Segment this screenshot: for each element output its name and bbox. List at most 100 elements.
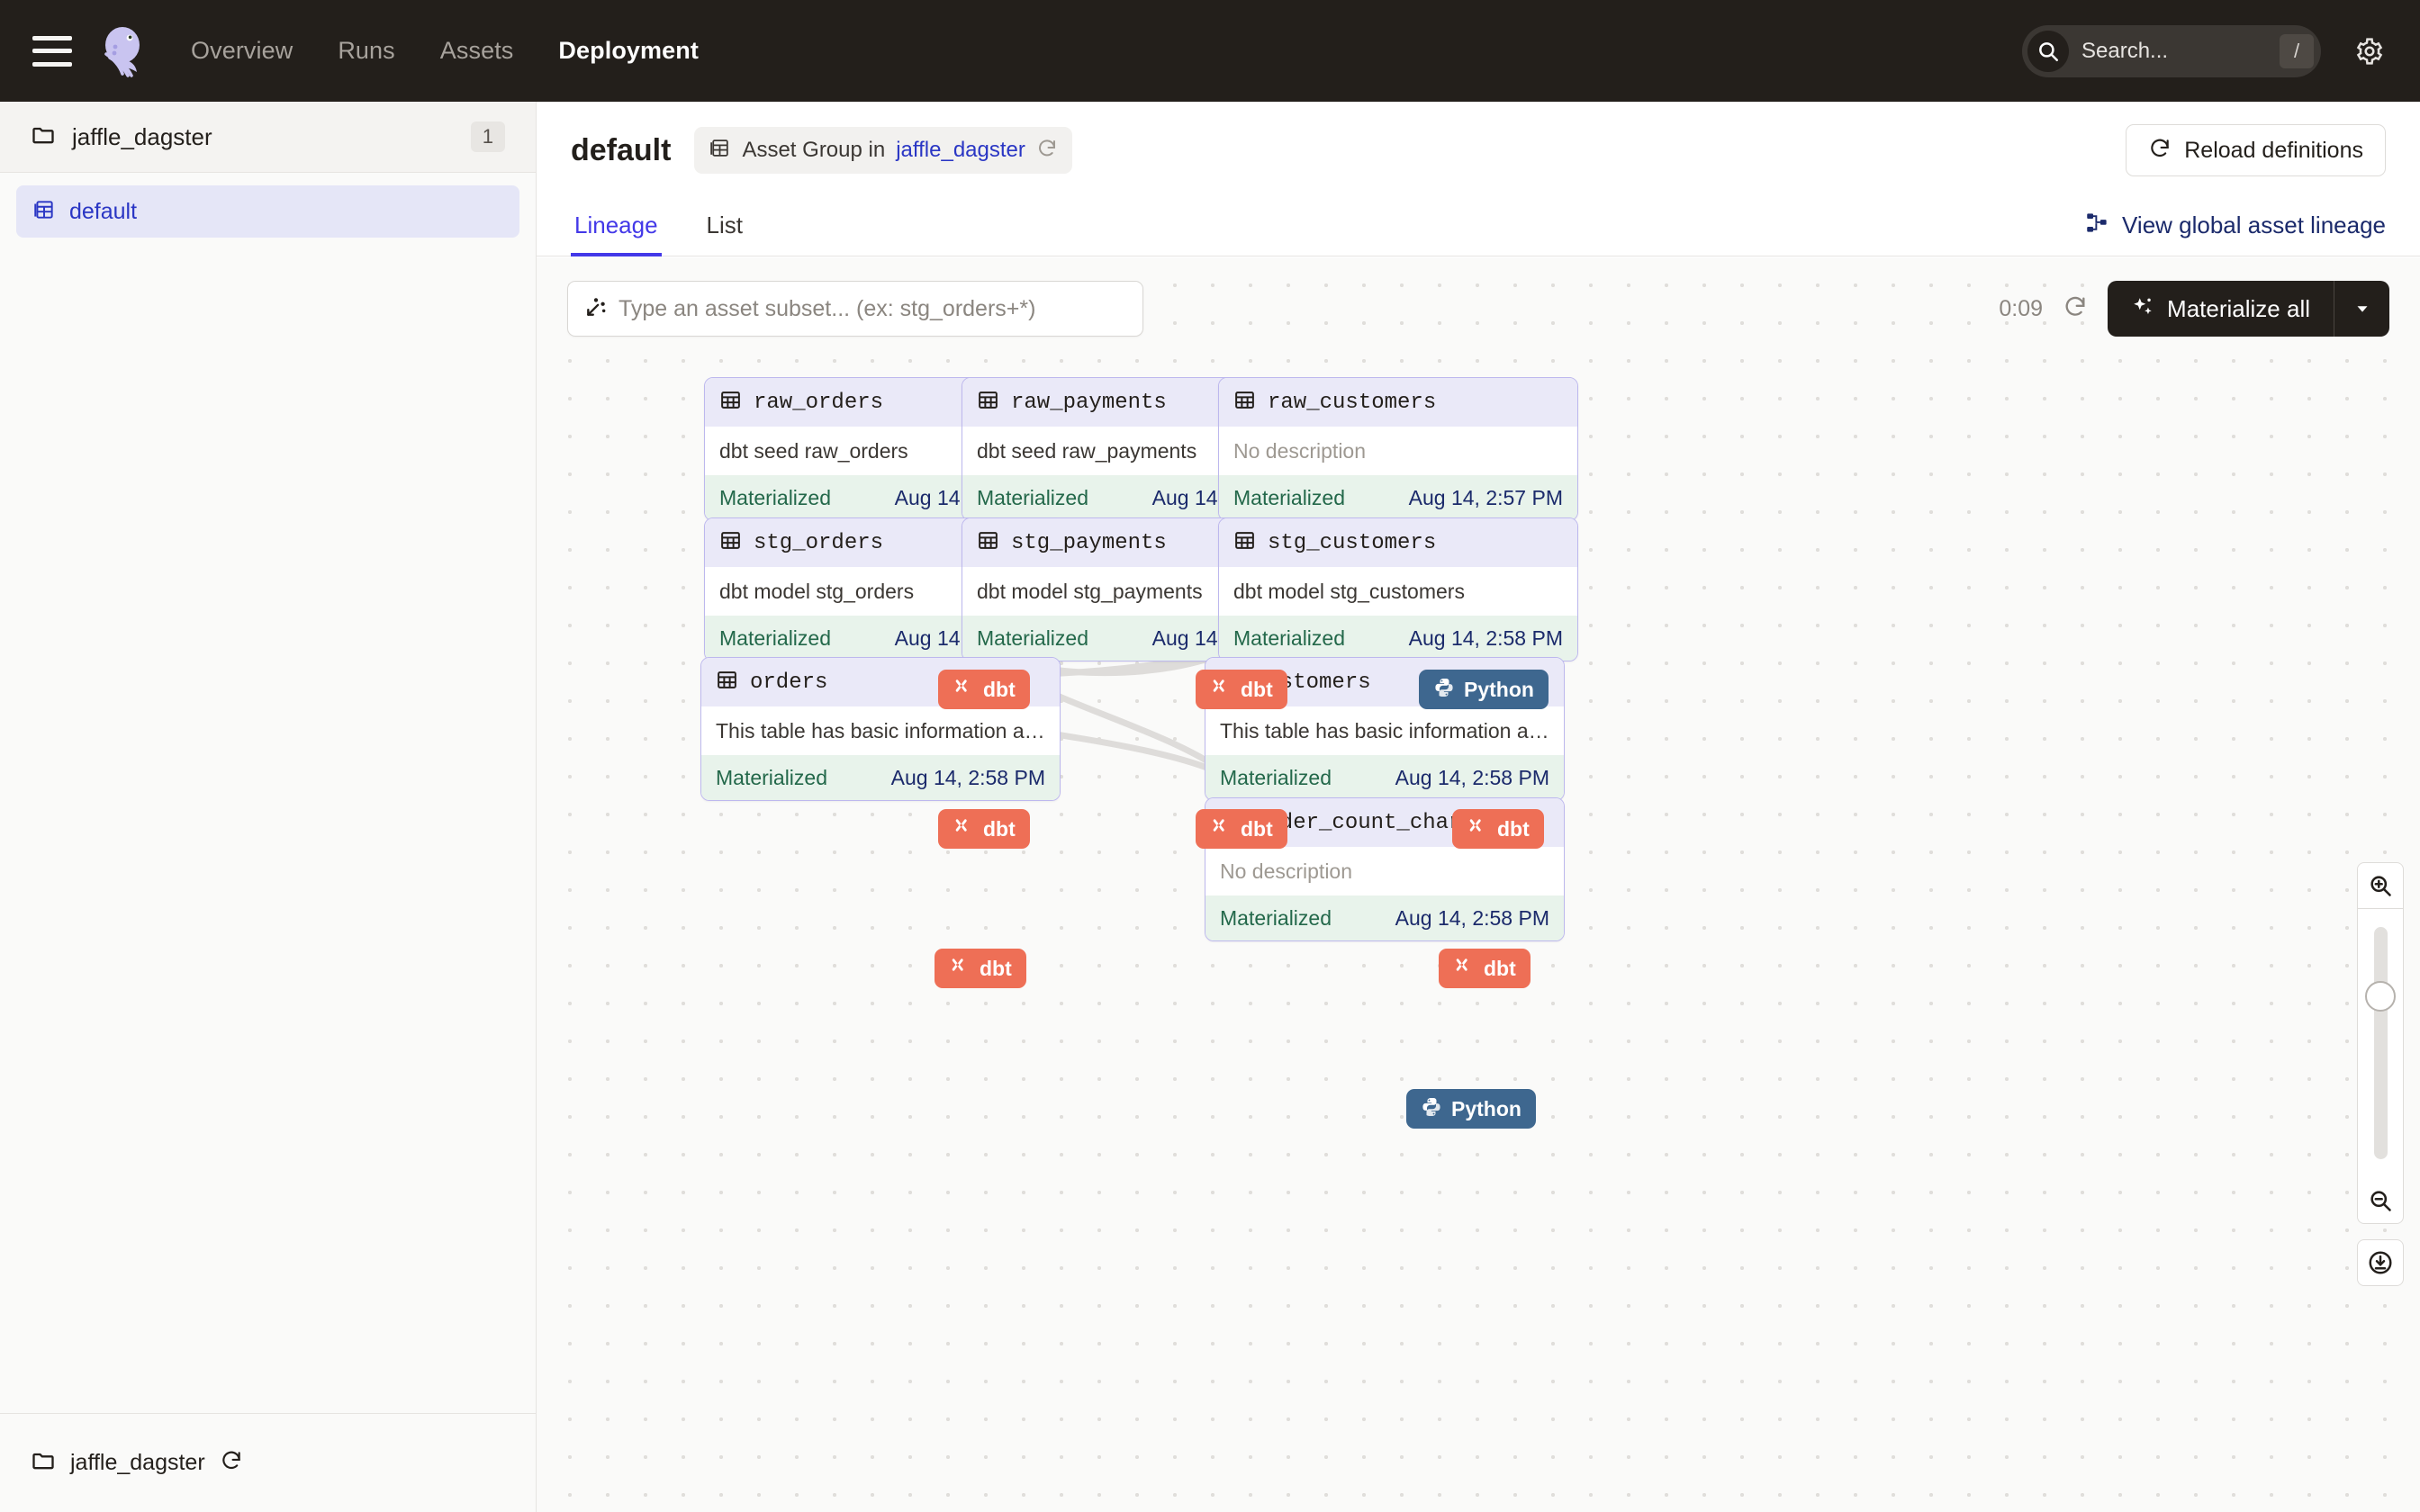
asset-node-description: No description — [1219, 427, 1577, 475]
folder-icon — [31, 1448, 56, 1478]
asset-tag-label: dbt — [1241, 816, 1273, 841]
asset-node-description: No description — [1205, 847, 1564, 896]
chevron-down-icon[interactable] — [2334, 281, 2389, 337]
search-input[interactable]: Search... / — [2022, 24, 2321, 77]
sidebar-repository-count: 1 — [470, 122, 505, 152]
asset-tag-dbt-stg_orders[interactable]: dbt — [938, 809, 1030, 849]
materialize-all-button[interactable]: Materialize all — [2108, 281, 2334, 337]
asset-node-description-text: dbt model stg_payments — [977, 579, 1203, 603]
status-badge: Materialized — [1220, 905, 1332, 930]
asset-tag-dbt-orders[interactable]: dbt — [935, 949, 1026, 988]
main-content: default Asset Group in jaffle_dagster — [537, 102, 2420, 1512]
zoom-in-icon[interactable] — [2357, 862, 2404, 909]
search-placeholder: Search... — [2081, 38, 2169, 63]
dbt-logo-icon — [949, 956, 971, 982]
dbt-logo-icon — [1453, 956, 1475, 982]
hamburger-menu-icon[interactable] — [32, 35, 72, 67]
asset-tag-label: dbt — [1497, 816, 1530, 841]
asset-tag-dbt-raw_payments[interactable]: dbt — [1196, 670, 1287, 709]
asset-node-description-text: dbt model stg_customers — [1233, 579, 1465, 603]
nav-link-runs[interactable]: Runs — [338, 37, 395, 64]
asset-node-status: Materialized Aug 14, 2:58 PM — [1219, 616, 1577, 661]
refresh-icon[interactable] — [220, 1449, 243, 1477]
sidebar-item-default[interactable]: default — [16, 185, 519, 238]
materialize-all-label: Materialize all — [2167, 294, 2310, 322]
asset-group-icon — [709, 137, 731, 164]
table-icon — [716, 669, 738, 696]
asset-tag-python-raw_customers[interactable]: Python — [1419, 670, 1549, 709]
asset-tag-dbt-stg_customers[interactable]: dbt — [1452, 809, 1544, 849]
asset-node-status: Materialized Aug 14, 2:58 PM — [1205, 755, 1564, 800]
nav-link-deployment[interactable]: Deployment — [558, 37, 699, 64]
asset-tag-dbt-stg_payments[interactable]: dbt — [1196, 809, 1287, 849]
status-timestamp: Aug 14, 2:58 PM — [1395, 905, 1549, 930]
reload-definitions-label: Reload definitions — [2184, 137, 2363, 163]
asset-tag-label: Python — [1464, 677, 1534, 701]
table-icon — [977, 529, 999, 556]
table-icon — [1233, 529, 1256, 556]
asset-node-name: raw_customers — [1268, 390, 1437, 415]
asset-node-status: Materialized Aug 14, 2:58 PM — [1205, 896, 1564, 940]
nav-right-group: Search... / — [2022, 24, 2388, 77]
tab-lineage[interactable]: Lineage — [571, 212, 662, 256]
main-nav-links: Overview Runs Assets Deployment — [191, 37, 699, 65]
refresh-icon[interactable] — [2063, 294, 2088, 324]
page-title: default — [571, 132, 672, 167]
dbt-logo-icon — [1467, 816, 1488, 842]
asset-group-icon — [32, 198, 56, 226]
asset-node-description-text: No description — [1233, 438, 1367, 463]
table-icon — [719, 389, 742, 416]
table-icon — [1233, 389, 1256, 416]
table-icon — [977, 389, 999, 416]
asset-tag-label: dbt — [983, 677, 1016, 701]
tab-list[interactable]: List — [706, 212, 744, 238]
zoom-out-icon[interactable] — [2357, 1177, 2404, 1224]
asset-node-name: raw_orders — [754, 390, 884, 415]
status-badge: Materialized — [977, 485, 1088, 509]
asset-node-header: stg_customers — [1219, 518, 1577, 567]
sidebar-repository-jaffle-dagster[interactable]: jaffle_dagster 1 — [0, 102, 536, 173]
refresh-icon[interactable] — [1036, 138, 1058, 164]
breadcrumb-repository-link[interactable]: jaffle_dagster — [896, 138, 1025, 162]
nav-link-assets[interactable]: Assets — [439, 37, 514, 64]
reload-definitions-button[interactable]: Reload definitions — [2126, 124, 2386, 176]
asset-node-raw_customers[interactable]: raw_customers No description Materialize… — [1218, 377, 1578, 521]
hierarchy-icon — [2085, 211, 2109, 239]
view-global-asset-lineage-link[interactable]: View global asset lineage — [2085, 211, 2386, 256]
refresh-timer: 0:09 — [1999, 295, 2044, 321]
dbt-logo-icon — [1210, 677, 1232, 703]
asset-node-name: raw_payments — [1011, 390, 1167, 415]
asset-tag-dbt-customers[interactable]: dbt — [1439, 949, 1531, 988]
status-badge: Materialized — [716, 765, 827, 789]
zoom-to-fit-icon[interactable] — [2357, 1239, 2404, 1286]
sidebar-footer: jaffle_dagster — [0, 1413, 537, 1512]
dagster-logo[interactable] — [95, 23, 151, 79]
status-timestamp: Aug 14, 2:58 PM — [890, 765, 1045, 789]
status-badge: Materialized — [1220, 765, 1332, 789]
status-badge: Materialized — [977, 626, 1088, 650]
asset-node-description-text: This table has basic information about .… — [716, 718, 1045, 742]
asset-tag-label: Python — [1451, 1096, 1522, 1120]
asset-selection-icon — [584, 295, 608, 323]
zoom-slider-thumb[interactable] — [2365, 981, 2396, 1012]
asset-node-status: Materialized Aug 14, 2:57 PM — [1219, 475, 1577, 520]
asset-subset-input[interactable]: Type an asset subset... (ex: stg_orders+… — [567, 281, 1143, 337]
python-logo-icon — [1421, 1096, 1442, 1122]
lineage-graph-canvas[interactable]: Type an asset subset... (ex: stg_orders+… — [537, 257, 2420, 1512]
asset-tag-dbt-raw_orders[interactable]: dbt — [938, 670, 1030, 709]
zoom-slider[interactable] — [2357, 909, 2404, 1177]
gear-icon[interactable] — [2352, 33, 2388, 69]
search-shortcut-key: / — [2280, 33, 2314, 68]
sidebar-repository-label: jaffle_dagster — [72, 122, 212, 150]
asset-tag-label: dbt — [983, 816, 1016, 841]
zoom-slider-track — [2373, 927, 2388, 1159]
folder-icon — [31, 122, 56, 152]
nav-link-overview[interactable]: Overview — [191, 37, 293, 64]
asset-node-name: order_count_chart — [1254, 810, 1475, 835]
sparkle-icon — [2131, 295, 2154, 323]
asset-tag-python-order_count_chart[interactable]: Python — [1406, 1089, 1536, 1129]
asset-node-header: raw_payments — [962, 378, 1321, 427]
status-badge: Materialized — [719, 626, 831, 650]
asset-node-description-text: dbt model stg_orders — [719, 579, 915, 603]
asset-node-stg_customers[interactable]: stg_customers dbt model stg_customers Ma… — [1218, 518, 1578, 662]
